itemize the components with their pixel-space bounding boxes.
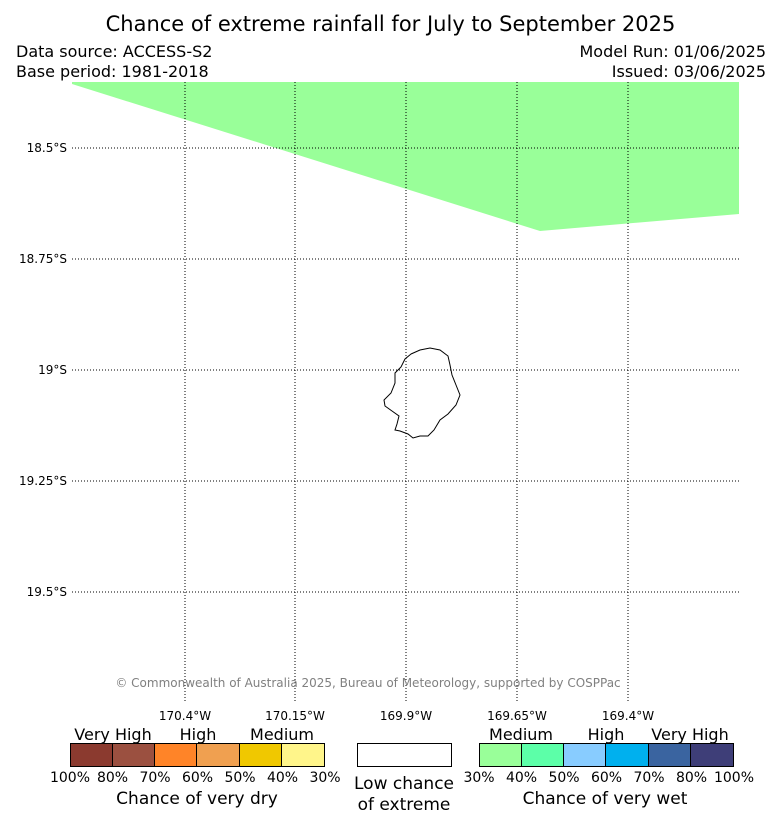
lon-label: 170.4°W [158, 709, 212, 723]
dry-caption: Chance of very dry [116, 789, 278, 809]
wet-percentage: 80% [675, 770, 708, 786]
wet-percentage: 50% [548, 770, 580, 786]
lat-label: 19.25°S [19, 474, 67, 488]
lat-label: 19°S [38, 363, 67, 377]
copyright-notice: © Commonwealth of Australia 2025, Bureau… [115, 676, 621, 690]
low-chance-swatch [358, 744, 451, 766]
map-title: Chance of extreme rainfall for July to S… [105, 12, 676, 36]
run-info: Model Run: 01/06/2025 Issued: 03/06/2025 [580, 42, 767, 82]
wet-swatch [564, 744, 607, 766]
niue-island-outline [383, 347, 461, 439]
wet-percentage: 70% [633, 770, 665, 786]
wet-color-scale [479, 743, 734, 767]
very-wet-medium-region [72, 82, 739, 231]
dry-percentage: 70% [139, 770, 171, 786]
lon-label: 169.4°W [601, 709, 655, 723]
wet-swatch [522, 744, 565, 766]
dry-color-scale [70, 743, 325, 767]
dry-swatch [281, 744, 324, 766]
dry-percentage: 50% [224, 770, 256, 786]
base-period: Base period: 1981-2018 [16, 62, 209, 81]
lat-label: 18.75°S [19, 252, 67, 266]
low-chance-caption-1: Low chance [354, 774, 454, 794]
dry-percentage: 100% [49, 770, 91, 786]
source-info: Data source: ACCESS-S2 Base period: 1981… [16, 42, 212, 82]
wet-percentage: 60% [590, 770, 623, 786]
dry-band-high: High [179, 725, 217, 744]
wet-swatch [648, 744, 691, 766]
lon-label: 169.65°W [487, 709, 547, 723]
lon-label: 169.9°W [379, 709, 433, 723]
dry-swatch [197, 744, 240, 766]
wet-band-very-high: Very High [651, 725, 729, 744]
wet-swatch [606, 744, 649, 766]
wet-band-high: High [587, 725, 625, 744]
dry-percentage: 80% [96, 770, 129, 786]
lon-label: 170.15°W [265, 709, 325, 723]
lat-label: 19.5°S [26, 585, 67, 599]
low-chance-caption-2: of extreme [357, 795, 451, 815]
issued-date: Issued: 03/06/2025 [611, 62, 766, 81]
dry-swatch [113, 744, 156, 766]
data-source: Data source: ACCESS-S2 [16, 42, 213, 61]
dry-percentage: 60% [181, 770, 214, 786]
wet-percentage: 100% [713, 770, 755, 786]
dry-swatch [71, 744, 114, 766]
wet-swatch [480, 744, 523, 766]
model-run: Model Run: 01/06/2025 [579, 42, 767, 61]
dry-percentage: 30% [309, 770, 341, 786]
wet-percentage: 30% [463, 770, 495, 786]
dry-swatch [155, 744, 198, 766]
dry-band-medium: Medium [250, 725, 314, 744]
wet-swatch [690, 744, 733, 766]
dry-swatch [239, 744, 282, 766]
wet-percentage: 40% [505, 770, 538, 786]
low-chance-scale [357, 743, 452, 767]
lat-label: 18.5°S [26, 141, 67, 155]
dry-percentage: 40% [266, 770, 299, 786]
wet-band-medium: Medium [489, 725, 553, 744]
dry-band-very-high: Very High [74, 725, 152, 744]
wet-caption: Chance of very wet [522, 789, 688, 809]
